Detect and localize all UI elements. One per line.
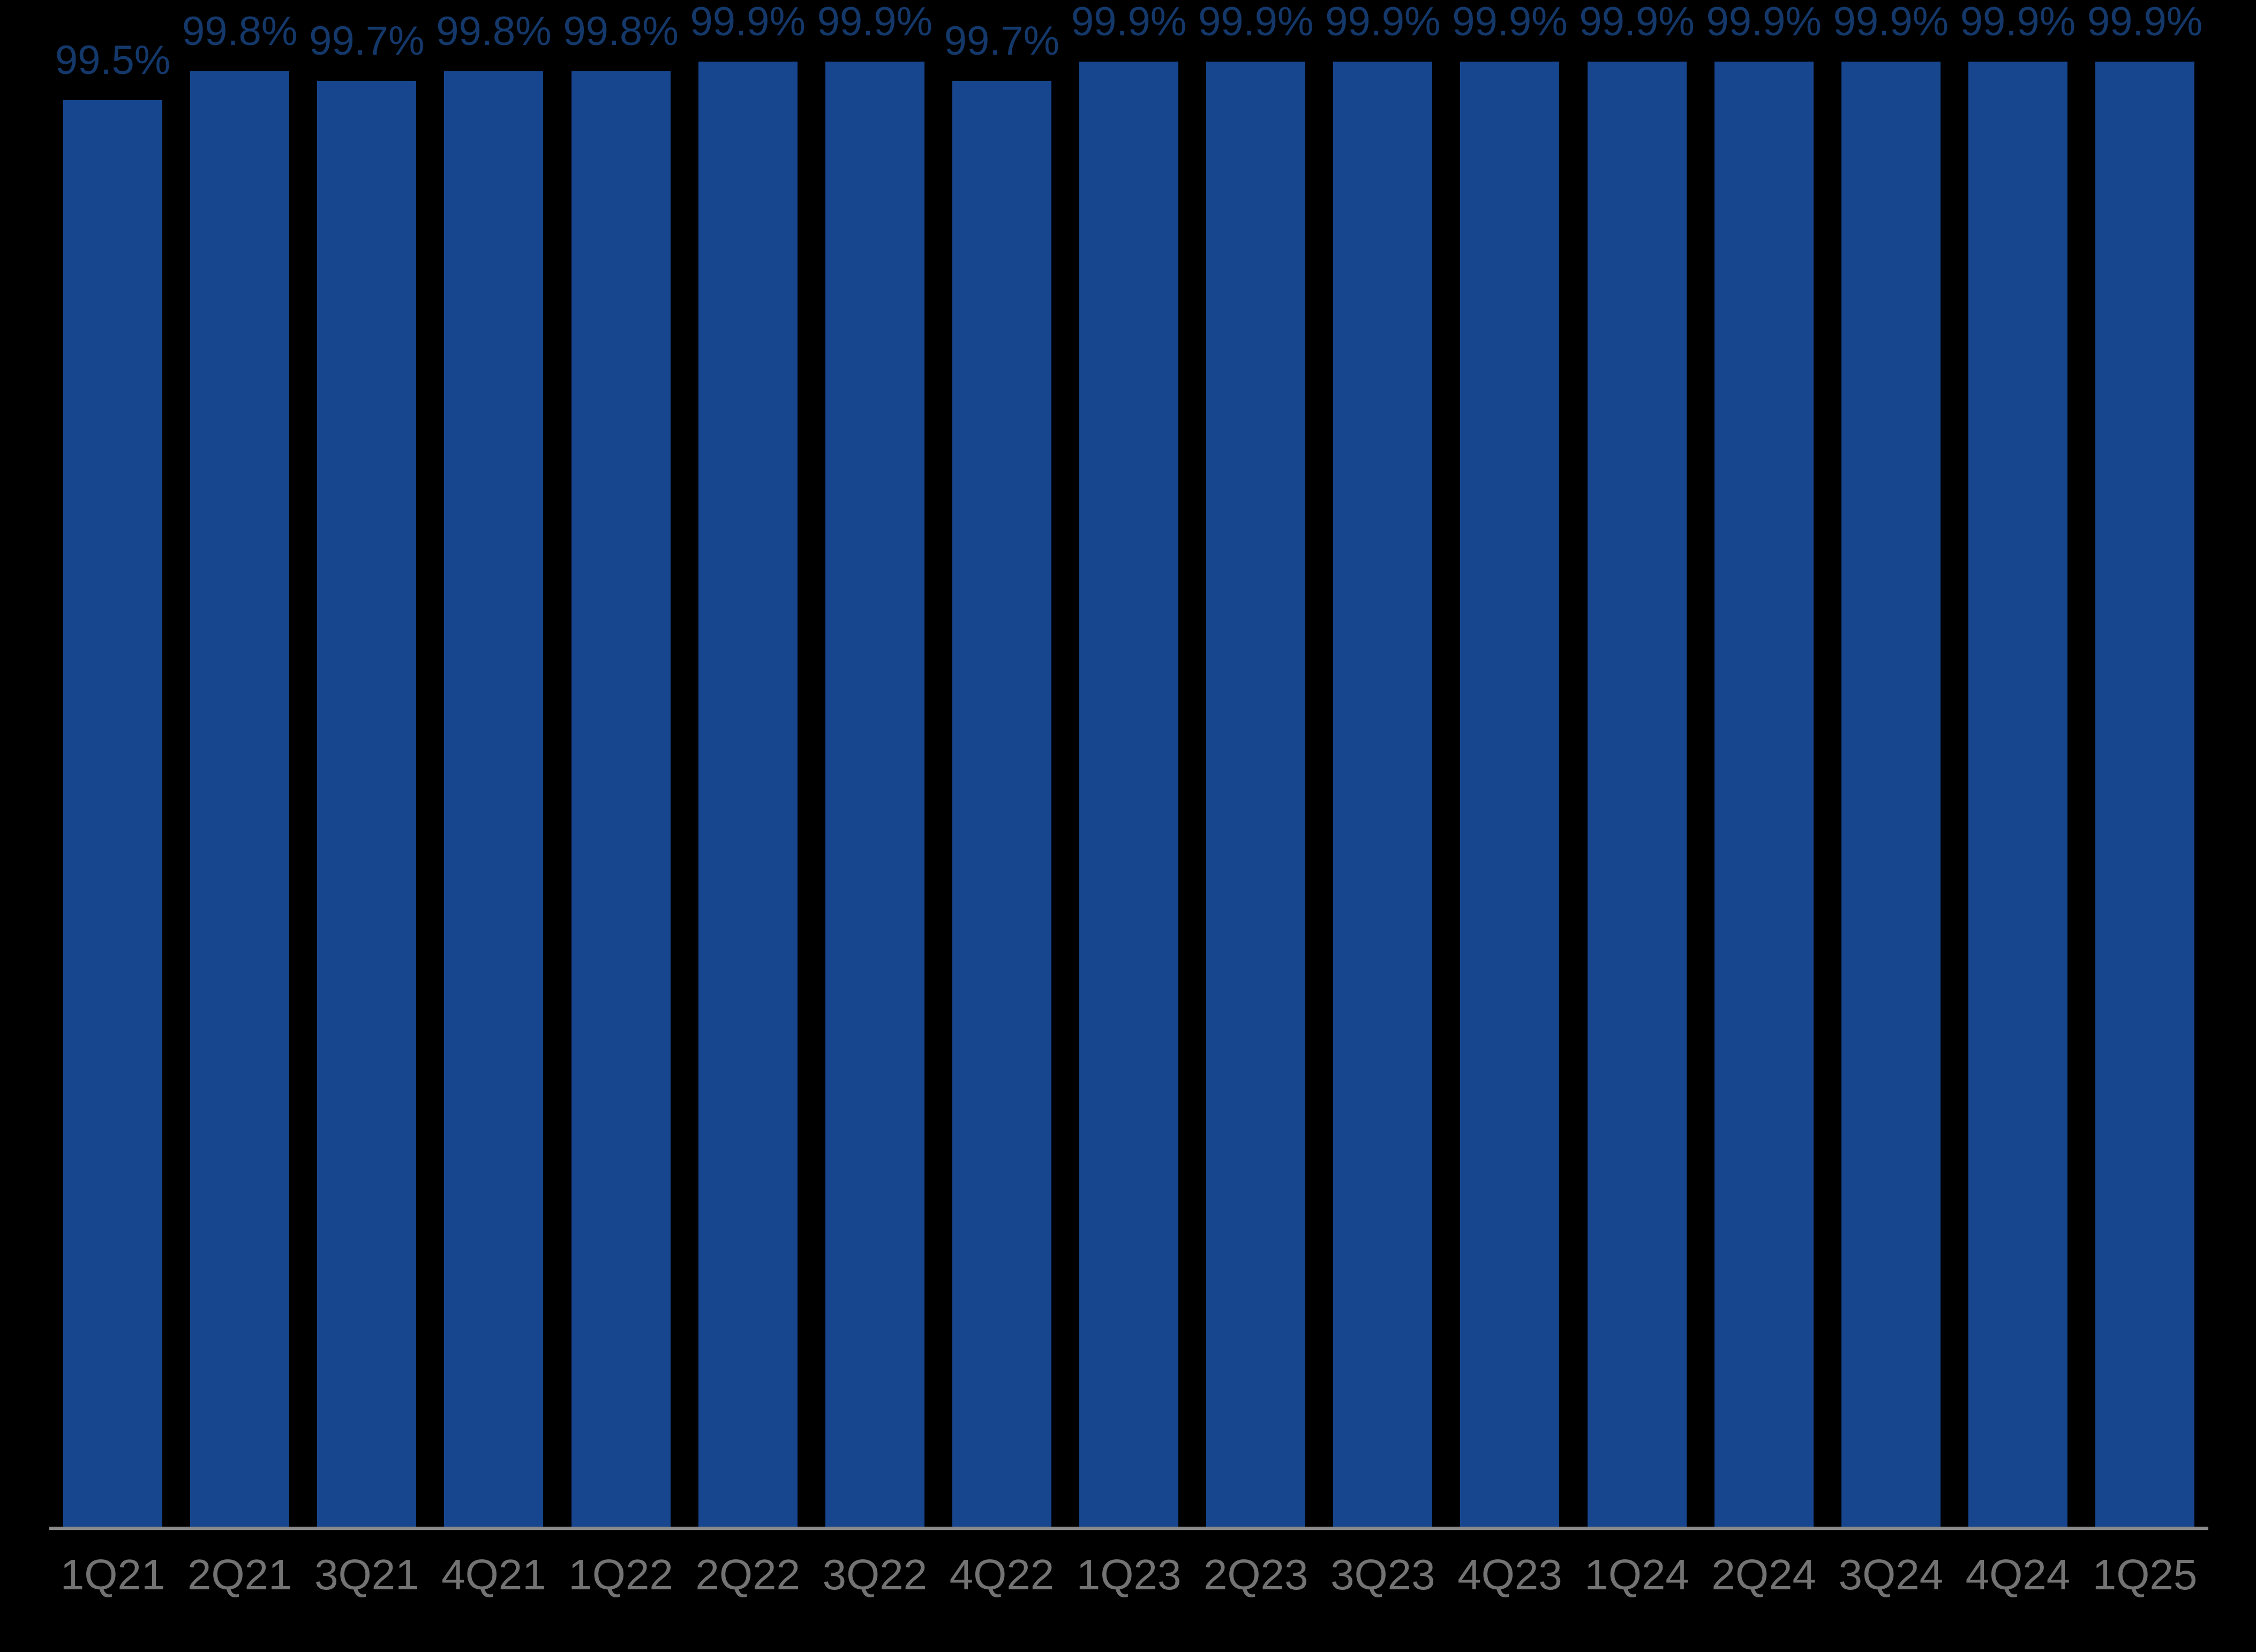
x-axis-tick-label: 2Q23 xyxy=(1203,1551,1309,1598)
x-axis-tick-label: 1Q22 xyxy=(568,1551,673,1598)
bar-cell: 99.8% xyxy=(176,0,303,1527)
bar xyxy=(1841,62,1941,1527)
bar xyxy=(317,81,417,1527)
bar-value-label: 99.7% xyxy=(944,18,1060,64)
bar-cell: 99.9% xyxy=(1954,0,2081,1527)
bar xyxy=(1079,62,1179,1527)
bar-value-label: 99.9% xyxy=(690,0,806,45)
bar xyxy=(190,71,290,1527)
bar-value-label: 99.9% xyxy=(1960,0,2076,45)
bar-value-label: 99.9% xyxy=(1452,0,1568,45)
bar-value-label: 99.9% xyxy=(817,0,933,45)
x-axis-tick-label: 1Q25 xyxy=(2092,1551,2198,1598)
bar xyxy=(825,62,924,1527)
bar-cell: 99.9% xyxy=(1065,0,1192,1527)
bar-cell: 99.9% xyxy=(1446,0,1573,1527)
bar-cell: 99.7% xyxy=(303,0,430,1527)
bar-value-label: 99.7% xyxy=(309,18,425,64)
bar-cell: 99.9% xyxy=(1828,0,1954,1527)
bar-cell: 99.9% xyxy=(1319,0,1446,1527)
x-axis-tick-label: 4Q22 xyxy=(949,1551,1055,1598)
bar xyxy=(698,62,798,1527)
bar-cell: 99.9% xyxy=(811,0,938,1527)
bar-cell: 99.9% xyxy=(2081,0,2208,1527)
bar-value-label: 99.9% xyxy=(2087,0,2203,45)
bar-value-label: 99.9% xyxy=(1833,0,1949,45)
bar-value-label: 99.8% xyxy=(436,9,552,55)
x-axis-tick-label: 1Q21 xyxy=(60,1551,166,1598)
bar-cell: 99.7% xyxy=(938,0,1065,1527)
bar-value-label: 99.8% xyxy=(182,9,298,55)
bar xyxy=(1460,62,1560,1527)
x-axis-tick-label: 4Q21 xyxy=(441,1551,546,1598)
bar-value-label: 99.9% xyxy=(1325,0,1441,45)
bar xyxy=(444,71,544,1527)
bar-cell: 99.9% xyxy=(1574,0,1701,1527)
bar-value-label: 99.9% xyxy=(1071,0,1187,45)
bar-value-label: 99.9% xyxy=(1706,0,1822,45)
x-axis-line xyxy=(49,1527,2208,1530)
x-axis-tick-label: 3Q24 xyxy=(1838,1551,1944,1598)
bar-value-label: 99.9% xyxy=(1198,0,1314,45)
bar xyxy=(1206,62,1306,1527)
x-axis-tick-label: 4Q24 xyxy=(1965,1551,2071,1598)
bar-cell: 99.5% xyxy=(49,0,176,1527)
bar xyxy=(1714,62,1814,1527)
bar-cell: 99.9% xyxy=(1701,0,1828,1527)
x-axis-tick-label: 2Q21 xyxy=(187,1551,292,1598)
x-axis-tick-label: 3Q23 xyxy=(1330,1551,1435,1598)
x-axis-tick-label: 2Q22 xyxy=(695,1551,801,1598)
x-axis-tick-label: 4Q23 xyxy=(1457,1551,1562,1598)
x-axis-tick-label: 1Q24 xyxy=(1584,1551,1689,1598)
x-axis-tick-label: 3Q21 xyxy=(314,1551,419,1598)
bar xyxy=(63,100,163,1527)
bar xyxy=(571,71,671,1527)
bar xyxy=(2095,62,2195,1527)
x-axis-tick-label: 1Q23 xyxy=(1076,1551,1182,1598)
bar xyxy=(1333,62,1433,1527)
bar-value-label: 99.9% xyxy=(1579,0,1695,45)
x-axis-tick-label: 3Q22 xyxy=(822,1551,928,1598)
bar-cell: 99.8% xyxy=(558,0,685,1527)
bar-cell: 99.9% xyxy=(1192,0,1319,1527)
plot-area: 99.5% 99.8% 99.7% 99.8% 99.8% 99.9% 99.9… xyxy=(49,0,2208,1527)
bar xyxy=(952,81,1051,1527)
bar-cell: 99.9% xyxy=(685,0,811,1527)
bar xyxy=(1968,62,2067,1527)
bar xyxy=(1587,62,1687,1527)
x-axis-tick-labels: 1Q21 2Q21 3Q21 4Q21 1Q22 2Q22 3Q22 4Q22 1Q23 2Q23… xyxy=(49,1553,2208,1596)
bar-cell: 99.8% xyxy=(430,0,557,1527)
bar-value-label: 99.5% xyxy=(55,37,171,84)
x-axis-tick-label: 2Q24 xyxy=(1711,1551,1817,1598)
bar-value-label: 99.8% xyxy=(563,9,679,55)
